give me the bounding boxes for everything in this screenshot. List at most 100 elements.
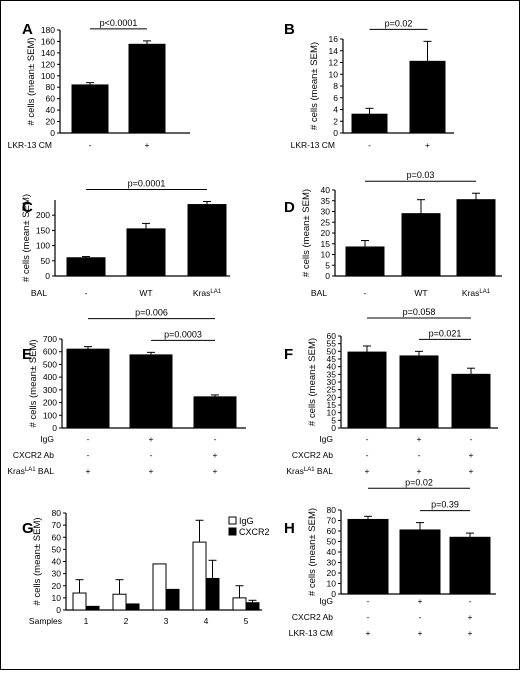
panel-g-legend-label-0: IgG	[239, 516, 254, 526]
panel-a-row-0-value-0: -	[89, 140, 92, 150]
panel-h-bar-1	[399, 529, 441, 595]
panel-h-p-value-0: p=0.02	[405, 477, 433, 487]
panel-f-row-0-value-2: -	[470, 434, 473, 444]
panel-g-category-2: 3	[164, 616, 169, 626]
panel-g-cxcr2-bar-4	[245, 602, 260, 611]
panel-f-row-2-value-2: +	[469, 466, 474, 476]
panel-e-bar-1	[129, 354, 173, 429]
panel-f-row-1-value-1: -	[418, 450, 421, 460]
panel-a-ytick-label-0: 0	[50, 128, 55, 138]
panel-c-row-0-value-0: -	[85, 288, 88, 298]
panel-d-row-0-value-2: KrasLA1	[462, 288, 491, 298]
panel-f-ytick-label-9: 45	[327, 354, 337, 364]
panel-g-ytick-label-3: 30	[52, 569, 62, 579]
panel-f-row-label-2: KrasLA1 BAL	[286, 466, 333, 476]
panel-b-ytick-label-6: 12	[329, 58, 339, 68]
panel-e-row-0-value-2: -	[214, 434, 217, 444]
panel-g-ytick-label-5: 50	[52, 544, 62, 554]
panel-g-cxcr2-bar-2	[165, 588, 180, 611]
panel-a-ytick-label-8: 160	[41, 36, 55, 46]
panel-e-row-1-value-0: -	[87, 450, 90, 460]
panel-e-ytick-label-7: 700	[43, 334, 57, 344]
panel-g-ytick-label-4: 40	[52, 557, 62, 567]
panel-c-ytick-label-4: 200	[36, 210, 50, 220]
panel-f-row-1-value-0: -	[366, 450, 369, 460]
panel-a-bar-0	[71, 84, 109, 134]
panel-e-p-value-0: p=0.006	[135, 308, 168, 318]
panel-f-ytick-label-0: 0	[331, 423, 336, 433]
panel-c-ytick-label-3: 150	[36, 225, 50, 235]
panel-d-p-value-0: p=0.03	[407, 170, 435, 180]
panel-e-row-label-2: KrasLA1 BAL	[7, 466, 54, 476]
panel-e-ytick-label-4: 400	[43, 372, 57, 382]
panel-h-row-2-value-1: +	[418, 628, 423, 638]
panel-g-igg-bar-3	[192, 541, 207, 611]
panel-h-row-1-value-2: +	[468, 612, 473, 622]
panel-d-ytick-label-5: 25	[321, 217, 331, 227]
panel-e-row-label-1: CXCR2 Ab	[13, 450, 54, 460]
panel-h-ytick-label-6: 60	[327, 526, 337, 536]
panel-g-ytick-label-6: 60	[52, 532, 62, 542]
panel-g-y-axis-label: # cells (mean± SEM)	[32, 517, 43, 605]
panel-d-ytick-label-7: 35	[321, 196, 331, 206]
panel-a-row-0-value-1: +	[145, 140, 150, 150]
panel-c-p-value-0: p=0.0001	[128, 179, 166, 189]
panel-h-row-2-value-2: +	[468, 628, 473, 638]
panel-d-row-0-value-0: -	[364, 288, 367, 298]
panel-e-bar-0	[66, 348, 110, 429]
panel-f-row-1-value-2: +	[469, 450, 474, 460]
panel-e-row-0-value-1: +	[149, 434, 154, 444]
panel-c-ytick-label-1: 50	[41, 256, 51, 266]
panel-f-ytick-label-6: 30	[327, 377, 337, 387]
panel-d-ytick-label-3: 15	[321, 239, 331, 249]
panel-g-ytick-label-8: 80	[52, 508, 62, 518]
panel-g-ytick-label-2: 20	[52, 581, 62, 591]
panel-h-row-1-value-1: -	[419, 612, 422, 622]
panel-d-ytick-label-4: 20	[321, 228, 331, 238]
panel-f-ytick-label-5: 25	[327, 385, 337, 395]
panel-e-letter: E	[22, 346, 32, 363]
panel-f-ytick-label-2: 10	[327, 408, 337, 418]
panel-g-cxcr2-bar-1	[125, 603, 140, 611]
panel-d-bar-2	[456, 199, 496, 277]
panel-h-letter: H	[284, 520, 295, 537]
panel-a-bar-1	[128, 43, 166, 134]
panel-g-legend-label-1: CXCR2	[239, 527, 270, 537]
panel-f-ytick-label-12: 60	[327, 331, 337, 341]
panel-f-bar-0	[347, 351, 387, 429]
panel-b-ytick-label-1: 2	[333, 116, 338, 126]
panel-e-row-1-value-2: +	[213, 450, 218, 460]
panel-a-ytick-label-4: 80	[46, 82, 56, 92]
panel-g-letter: G	[22, 520, 34, 537]
panel-c-bar-2	[187, 204, 227, 277]
panel-h-ytick-label-1: 10	[327, 579, 337, 589]
panel-f-ytick-label-3: 15	[327, 400, 337, 410]
panel-f-ytick-label-10: 50	[327, 346, 337, 356]
panel-h-row-0-value-2: -	[469, 596, 472, 606]
panel-g-igg-bar-1	[112, 593, 127, 611]
panel-b-bar-0	[351, 113, 388, 134]
panel-g-cxcr2-bar-3	[205, 577, 220, 611]
panel-h-ytick-label-5: 50	[327, 537, 337, 547]
panel-h-ytick-label-7: 70	[327, 516, 337, 526]
panel-b-row-0-value-0: -	[368, 140, 371, 150]
panel-g-category-axis-label: Samples	[29, 616, 62, 626]
panel-g-igg-bar-0	[72, 592, 87, 611]
panel-b-ytick-label-7: 14	[329, 46, 339, 56]
panel-b-ytick-label-0: 0	[333, 128, 338, 138]
panel-b-row-label-0: LKR-13 CM	[291, 140, 335, 150]
panel-e-ytick-label-0: 0	[52, 423, 57, 433]
panel-d-ytick-label-1: 5	[325, 260, 330, 270]
panel-c-y-axis-label: # cells (mean± SEM)	[21, 194, 32, 282]
panel-f-row-0-value-1: +	[417, 434, 422, 444]
panel-d-y-axis-label: # cells (mean± SEM)	[301, 189, 312, 277]
panel-b-ytick-label-3: 6	[333, 93, 338, 103]
panel-a-row-label-0: LKR-13 CM	[8, 140, 52, 150]
panel-f-ytick-label-7: 35	[327, 369, 337, 379]
panel-h-ytick-label-0: 0	[331, 589, 336, 599]
panel-b-y-axis-label: # cells (mean± SEM)	[309, 42, 320, 130]
panel-e-row-2-value-1: +	[149, 466, 154, 476]
panel-d-ytick-label-0: 0	[325, 271, 330, 281]
panel-a-letter: A	[22, 21, 33, 38]
